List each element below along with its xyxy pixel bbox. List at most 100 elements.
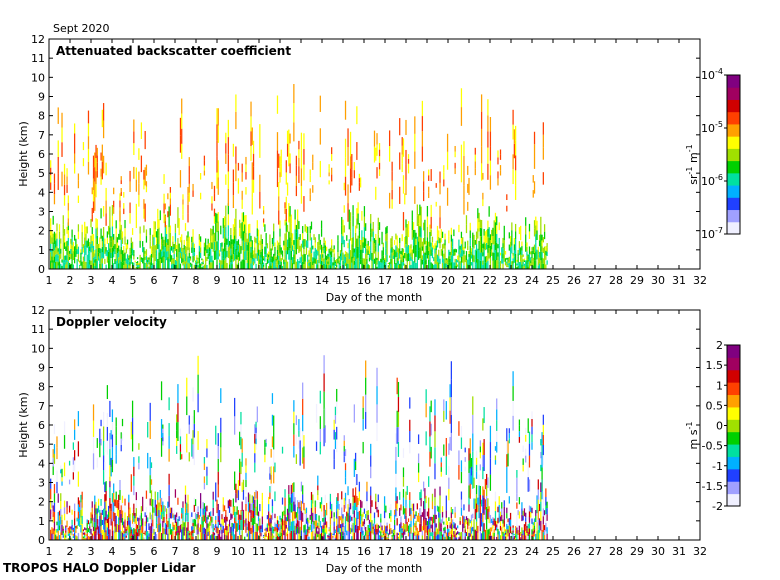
data-cell: [125, 537, 127, 540]
data-cell: [387, 266, 389, 268]
data-cell: [337, 532, 339, 540]
data-cell: [511, 237, 513, 246]
data-cell: [228, 254, 231, 260]
data-cell: [391, 531, 393, 534]
data-cell: [63, 262, 66, 269]
data-cell: [163, 511, 165, 517]
data-cell: [525, 243, 527, 252]
data-cell: [169, 247, 172, 255]
data-cell: [450, 523, 452, 530]
data-cell: [528, 253, 531, 262]
data-cell: [270, 474, 272, 484]
data-cell: [196, 529, 198, 535]
data-cell: [96, 162, 98, 171]
data-cell: [264, 534, 266, 537]
data-cell: [367, 525, 369, 531]
data-cell: [65, 255, 67, 260]
data-cell: [231, 264, 233, 269]
data-cell: [513, 250, 515, 257]
data-cell: [531, 426, 533, 435]
data-cell: [77, 411, 80, 427]
data-cell: [423, 245, 425, 254]
data-cell: [128, 509, 130, 518]
data-cell: [465, 215, 468, 225]
data-cell: [401, 163, 403, 173]
data-cell: [325, 255, 328, 261]
data-cell: [472, 396, 474, 415]
data-cell: [474, 147, 476, 155]
data-cell: [278, 264, 280, 269]
data-cell: [168, 473, 170, 485]
data-cell: [310, 491, 313, 500]
data-cell: [183, 526, 185, 532]
data-cell: [179, 263, 182, 269]
data-cell: [244, 536, 246, 540]
data-cell: [435, 250, 437, 255]
data-cell: [499, 165, 502, 171]
data-cell: [210, 228, 212, 236]
x-tick-label: 22: [483, 274, 497, 287]
data-cell: [449, 525, 451, 529]
data-cell: [391, 258, 393, 264]
data-cell: [105, 187, 107, 201]
data-cell: [325, 502, 328, 510]
data-cell: [286, 514, 289, 522]
data-cell: [294, 532, 296, 540]
data-cell: [542, 414, 544, 425]
data-cell: [468, 497, 470, 505]
data-cell: [460, 163, 463, 183]
data-cell: [198, 263, 200, 269]
data-cell: [297, 239, 299, 250]
data-cell: [445, 502, 447, 511]
data-cell: [443, 530, 445, 534]
data-cell: [184, 494, 187, 504]
data-cell: [455, 532, 458, 536]
data-cell: [208, 247, 211, 252]
data-cell: [289, 163, 291, 174]
data-cell: [528, 455, 531, 468]
data-cell: [164, 236, 166, 248]
data-cell: [368, 265, 371, 269]
data-cell: [531, 523, 533, 530]
data-cell: [247, 492, 250, 503]
data-cell: [250, 116, 252, 132]
data-cell: [406, 224, 408, 232]
data-cell: [336, 511, 338, 519]
data-cell: [506, 523, 508, 530]
data-cell: [511, 531, 513, 533]
data-cell: [172, 241, 174, 248]
data-cell: [470, 255, 473, 259]
data-cell: [245, 241, 247, 251]
data-cell: [104, 462, 106, 473]
data-cell: [154, 245, 156, 254]
data-cell: [294, 504, 296, 512]
data-cell: [280, 163, 282, 177]
data-cell: [542, 147, 544, 160]
data-cell: [397, 538, 400, 540]
data-cell: [446, 528, 449, 533]
data-cell: [239, 252, 241, 261]
data-cell: [261, 239, 263, 245]
data-cell: [106, 412, 109, 427]
data-cell: [324, 240, 326, 246]
data-cell: [100, 512, 102, 520]
data-cell: [390, 253, 392, 259]
data-cell: [329, 261, 332, 266]
data-cell: [235, 483, 237, 494]
data-cell: [339, 516, 342, 521]
data-cell: [445, 261, 447, 264]
data-cell: [333, 521, 335, 527]
data-cell: [67, 529, 69, 532]
data-cell: [337, 240, 339, 247]
data-cell: [257, 236, 260, 243]
data-cell: [268, 260, 270, 264]
data-cell: [487, 244, 489, 253]
data-cell: [386, 528, 388, 532]
data-cell: [56, 253, 58, 262]
data-cell: [405, 507, 407, 516]
data-cell: [300, 520, 303, 531]
data-cell: [424, 529, 426, 540]
data-cell: [533, 156, 536, 169]
data-cell: [135, 516, 137, 525]
data-cell: [269, 234, 271, 241]
